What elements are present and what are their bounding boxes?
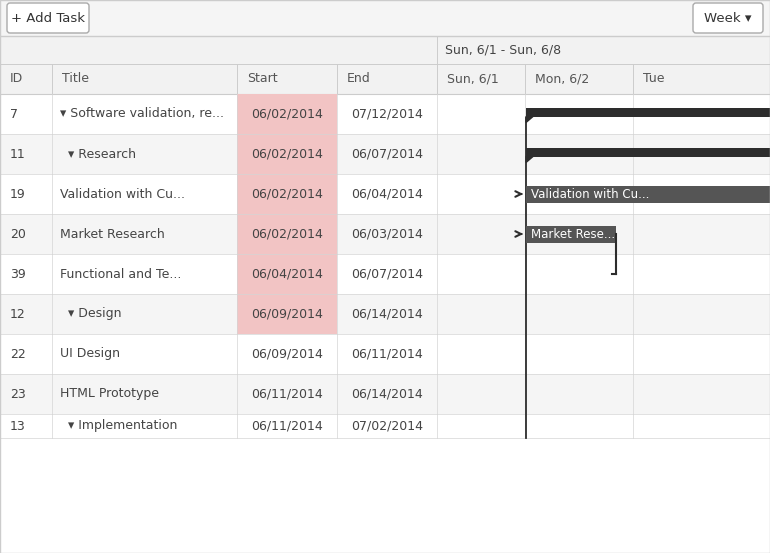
Text: 06/09/2014: 06/09/2014 [251,347,323,361]
Text: 06/11/2014: 06/11/2014 [351,347,423,361]
Text: 06/02/2014: 06/02/2014 [251,227,323,241]
Bar [0,134,770,174]
Bar [237,294,337,334]
Text: 11: 11 [10,148,25,160]
Bar [0,94,770,134]
Text: Market Research: Market Research [60,227,165,241]
Text: 06/07/2014: 06/07/2014 [351,268,423,280]
Text: 39: 39 [10,268,25,280]
Text: ▾ Software validation, re...: ▾ Software validation, re... [60,107,224,121]
Text: UI Design: UI Design [60,347,120,361]
Text: Tue: Tue [643,72,665,86]
Text: 12: 12 [10,307,25,321]
Bar [526,148,770,156]
Text: 06/02/2014: 06/02/2014 [251,187,323,201]
Bar [0,414,770,438]
Bar [526,185,770,202]
Bar [237,94,337,134]
Bar [237,214,337,254]
Text: Validation with Cu...: Validation with Cu... [531,187,649,201]
Bar [0,64,770,94]
Bar [237,134,337,174]
Text: 06/02/2014: 06/02/2014 [251,107,323,121]
Polygon shape [526,156,533,163]
Text: 06/11/2014: 06/11/2014 [251,420,323,432]
Text: Title: Title [62,72,89,86]
Text: 06/04/2014: 06/04/2014 [251,268,323,280]
FancyBboxPatch shape [693,3,763,33]
Text: 07/02/2014: 07/02/2014 [351,420,423,432]
Bar [526,226,616,243]
Text: 22: 22 [10,347,25,361]
Bar [10,6,86,30]
Text: 06/07/2014: 06/07/2014 [351,148,423,160]
Bar [526,107,770,117]
Text: Market Rese...: Market Rese... [531,227,615,241]
Bar [0,36,770,64]
Text: HTML Prototype: HTML Prototype [60,388,159,400]
Text: Week ▾: Week ▾ [705,12,752,24]
Text: Functional and Te...: Functional and Te... [60,268,182,280]
Text: 06/14/2014: 06/14/2014 [351,307,423,321]
Bar [237,174,337,214]
Bar [0,374,770,414]
Text: 06/04/2014: 06/04/2014 [351,187,423,201]
Text: 20: 20 [10,227,26,241]
Text: 07/12/2014: 07/12/2014 [351,107,423,121]
Text: Start: Start [247,72,278,86]
Bar [0,294,770,334]
Text: Mon, 6/2: Mon, 6/2 [535,72,589,86]
Text: 13: 13 [10,420,25,432]
Text: 06/03/2014: 06/03/2014 [351,227,423,241]
FancyBboxPatch shape [7,3,89,33]
Text: 06/14/2014: 06/14/2014 [351,388,423,400]
Text: 23: 23 [10,388,25,400]
Text: ▾ Design: ▾ Design [60,307,122,321]
Bar [0,0,770,36]
Bar [237,254,337,294]
Text: 06/11/2014: 06/11/2014 [251,388,323,400]
Bar [0,174,770,214]
Text: ▾ Research: ▾ Research [60,148,136,160]
Polygon shape [526,117,533,123]
Text: + Add Task: + Add Task [11,12,85,24]
Text: Sun, 6/1 - Sun, 6/8: Sun, 6/1 - Sun, 6/8 [445,44,561,56]
Bar [0,214,770,254]
Text: Validation with Cu...: Validation with Cu... [60,187,185,201]
Text: 06/09/2014: 06/09/2014 [251,307,323,321]
Text: ▾ Implementation: ▾ Implementation [60,420,177,432]
Text: 06/02/2014: 06/02/2014 [251,148,323,160]
Text: 19: 19 [10,187,25,201]
Text: 7: 7 [10,107,18,121]
Bar [0,334,770,374]
Text: End: End [347,72,370,86]
Text: ID: ID [10,72,23,86]
Bar [0,254,770,294]
Text: Sun, 6/1: Sun, 6/1 [447,72,499,86]
